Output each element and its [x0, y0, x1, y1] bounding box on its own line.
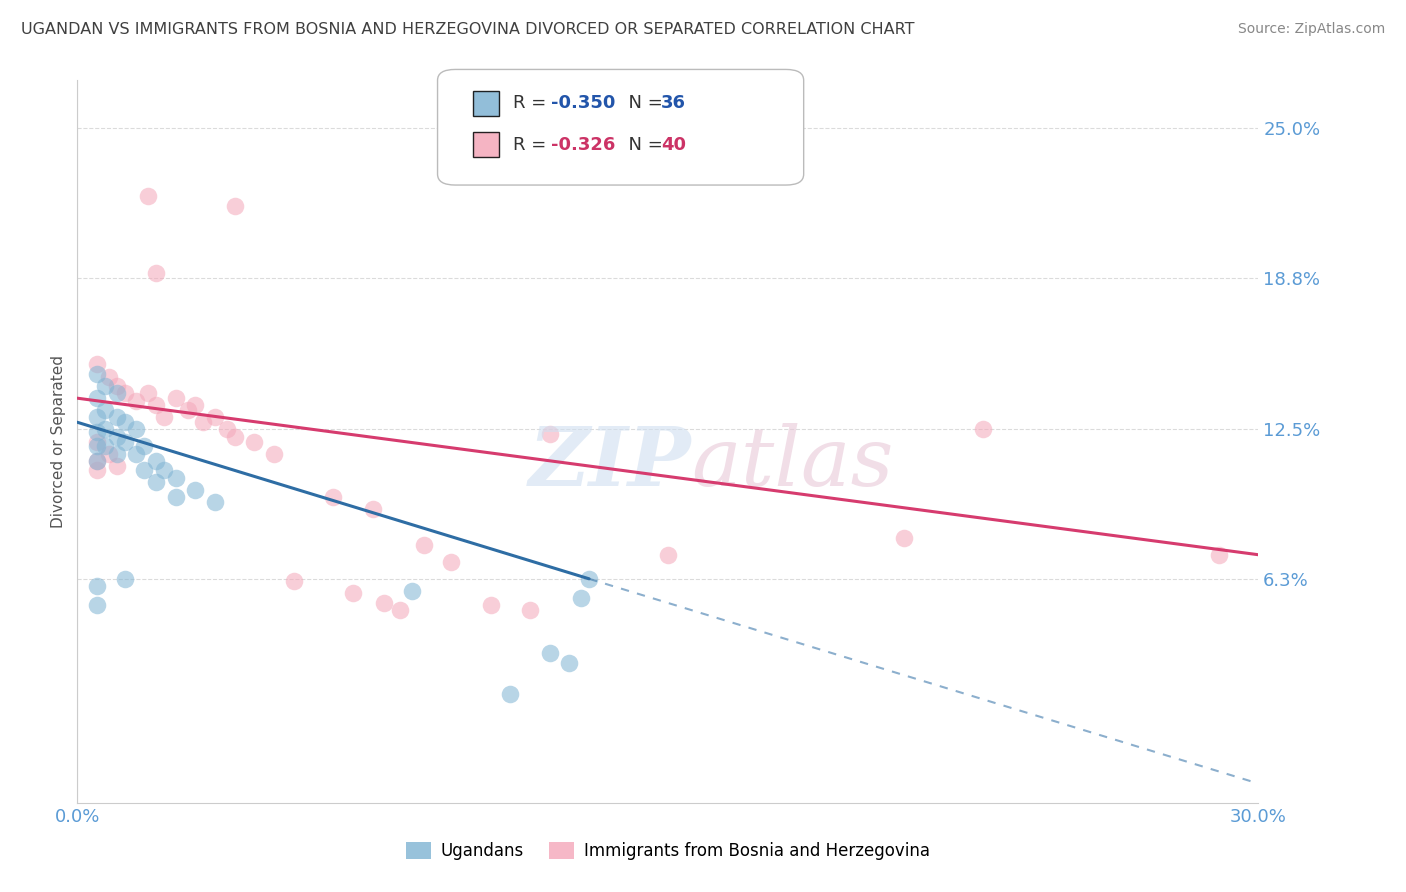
- Point: [97, 446, 120, 460]
- Point: [114, 415, 136, 429]
- Point: [1208, 548, 1230, 562]
- Point: [125, 423, 148, 437]
- Point: [972, 423, 994, 437]
- Y-axis label: Divorced or Separated: Divorced or Separated: [51, 355, 66, 528]
- Point: [145, 266, 167, 280]
- Point: [243, 434, 266, 449]
- Point: [322, 490, 344, 504]
- Point: [136, 386, 159, 401]
- Point: [125, 446, 148, 460]
- Point: [105, 386, 128, 401]
- Point: [86, 410, 108, 425]
- Text: 40: 40: [661, 136, 686, 153]
- FancyBboxPatch shape: [472, 132, 499, 157]
- FancyBboxPatch shape: [437, 70, 804, 185]
- Point: [224, 198, 246, 212]
- Point: [215, 423, 238, 437]
- Point: [105, 458, 128, 473]
- Point: [105, 410, 128, 425]
- Point: [105, 446, 128, 460]
- Point: [94, 379, 117, 393]
- Point: [224, 430, 246, 444]
- Point: [373, 596, 395, 610]
- Point: [361, 502, 384, 516]
- Text: 36: 36: [661, 95, 686, 112]
- Point: [558, 656, 581, 670]
- Legend: Ugandans, Immigrants from Bosnia and Herzegovina: Ugandans, Immigrants from Bosnia and Her…: [399, 835, 936, 867]
- Point: [134, 463, 156, 477]
- Point: [893, 531, 915, 545]
- Point: [136, 189, 159, 203]
- Point: [263, 446, 285, 460]
- Point: [105, 379, 128, 393]
- Text: atlas: atlas: [692, 423, 894, 503]
- Point: [125, 393, 148, 408]
- Point: [283, 574, 305, 589]
- Point: [86, 454, 108, 468]
- Point: [86, 454, 108, 468]
- Point: [193, 415, 215, 429]
- Text: R =: R =: [513, 95, 553, 112]
- FancyBboxPatch shape: [472, 91, 499, 116]
- Point: [204, 410, 226, 425]
- Point: [519, 603, 541, 617]
- Point: [479, 599, 502, 613]
- Text: -0.326: -0.326: [551, 136, 616, 153]
- Point: [86, 425, 108, 439]
- Point: [401, 583, 423, 598]
- Point: [86, 358, 108, 372]
- Point: [145, 398, 167, 412]
- Point: [94, 403, 117, 417]
- Point: [114, 434, 136, 449]
- Point: [412, 538, 434, 552]
- Point: [499, 687, 522, 701]
- Point: [86, 367, 108, 381]
- Text: -0.350: -0.350: [551, 95, 616, 112]
- Point: [657, 548, 679, 562]
- Point: [145, 475, 167, 490]
- Point: [153, 410, 176, 425]
- Point: [145, 454, 167, 468]
- Point: [440, 555, 463, 569]
- Point: [114, 386, 136, 401]
- Point: [94, 423, 117, 437]
- Point: [176, 403, 198, 417]
- Point: [204, 494, 226, 508]
- Point: [538, 647, 561, 661]
- Point: [86, 463, 108, 477]
- Point: [389, 603, 412, 617]
- Point: [153, 463, 176, 477]
- Text: R =: R =: [513, 136, 553, 153]
- Point: [342, 586, 364, 600]
- Point: [94, 439, 117, 453]
- Point: [165, 471, 187, 485]
- Point: [86, 579, 108, 593]
- Text: N =: N =: [617, 136, 669, 153]
- Text: UGANDAN VS IMMIGRANTS FROM BOSNIA AND HERZEGOVINA DIVORCED OR SEPARATED CORRELAT: UGANDAN VS IMMIGRANTS FROM BOSNIA AND HE…: [21, 22, 914, 37]
- Text: ZIP: ZIP: [529, 423, 692, 503]
- Point: [114, 572, 136, 586]
- Point: [165, 391, 187, 405]
- Point: [97, 369, 120, 384]
- Point: [569, 591, 592, 606]
- Point: [86, 391, 108, 405]
- Point: [86, 599, 108, 613]
- Point: [184, 483, 207, 497]
- Point: [578, 572, 600, 586]
- Text: Source: ZipAtlas.com: Source: ZipAtlas.com: [1237, 22, 1385, 37]
- Point: [86, 439, 108, 453]
- Point: [105, 430, 128, 444]
- Text: N =: N =: [617, 95, 669, 112]
- Point: [165, 490, 187, 504]
- Point: [538, 427, 561, 442]
- Point: [86, 434, 108, 449]
- Point: [134, 439, 156, 453]
- Point: [184, 398, 207, 412]
